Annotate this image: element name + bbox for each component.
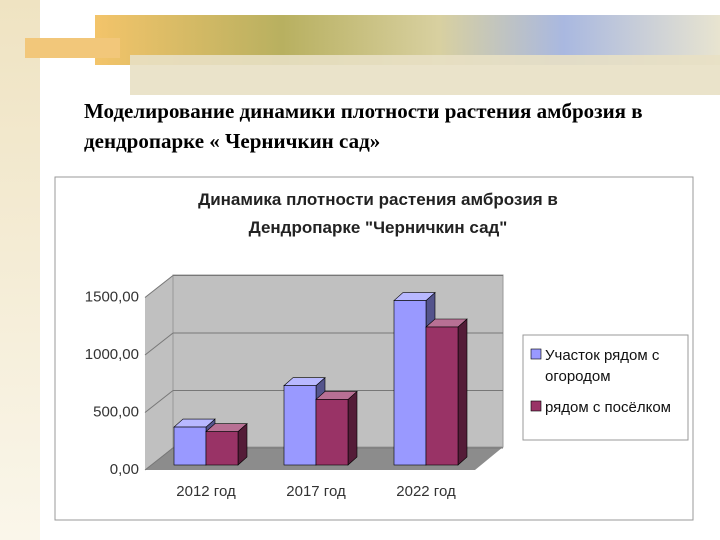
- y-tick-label: 500,00: [93, 403, 139, 420]
- bar-front: [173, 426, 207, 466]
- bar-front: [205, 431, 239, 466]
- grid-line: [144, 447, 174, 471]
- bar-front: [315, 399, 349, 466]
- bar: [425, 318, 468, 466]
- legend-swatch: [530, 400, 542, 412]
- grid-line: [144, 390, 174, 413]
- bar: [315, 390, 358, 466]
- y-tick-label: 1500,00: [85, 288, 139, 305]
- grid-line: [144, 275, 174, 298]
- x-tick-label: 2022 год: [396, 483, 456, 500]
- slide-title: Моделирование динамики плотности растени…: [84, 99, 643, 153]
- x-tick-label: 2012 год: [176, 483, 236, 500]
- legend-swatch: [530, 348, 542, 360]
- bar-front: [393, 300, 427, 466]
- bar-front: [425, 326, 459, 466]
- chart-title: Динамика плотности растения амброзия в Д…: [198, 190, 558, 237]
- banner: [130, 55, 720, 95]
- left-strip: [0, 0, 40, 540]
- x-tick-label: 2017 год: [286, 483, 346, 500]
- bar-side: [457, 318, 468, 466]
- y-tick-label: 1000,00: [85, 346, 139, 363]
- side-wall: [145, 275, 173, 470]
- grid-line: [144, 332, 174, 356]
- legend-label: Участок рядом с огородом: [545, 347, 660, 385]
- legend-box: [522, 334, 689, 441]
- banner: [25, 38, 120, 58]
- y-tick-label: 0,00: [110, 461, 139, 478]
- bar-front: [283, 385, 317, 466]
- bar: [205, 422, 248, 466]
- legend-label: рядом с посёлком: [545, 399, 671, 416]
- bar-side: [347, 390, 358, 466]
